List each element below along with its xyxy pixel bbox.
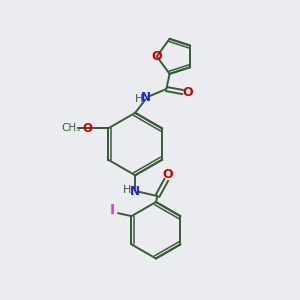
Text: N: N <box>141 91 151 103</box>
Text: N: N <box>130 184 140 197</box>
Text: O: O <box>163 168 173 181</box>
Text: O: O <box>152 50 162 63</box>
Text: H: H <box>135 94 143 103</box>
Text: CH₃: CH₃ <box>61 124 81 134</box>
Text: I: I <box>110 203 115 217</box>
Text: H: H <box>123 185 131 195</box>
Text: O: O <box>182 85 193 98</box>
Text: O: O <box>82 122 92 135</box>
